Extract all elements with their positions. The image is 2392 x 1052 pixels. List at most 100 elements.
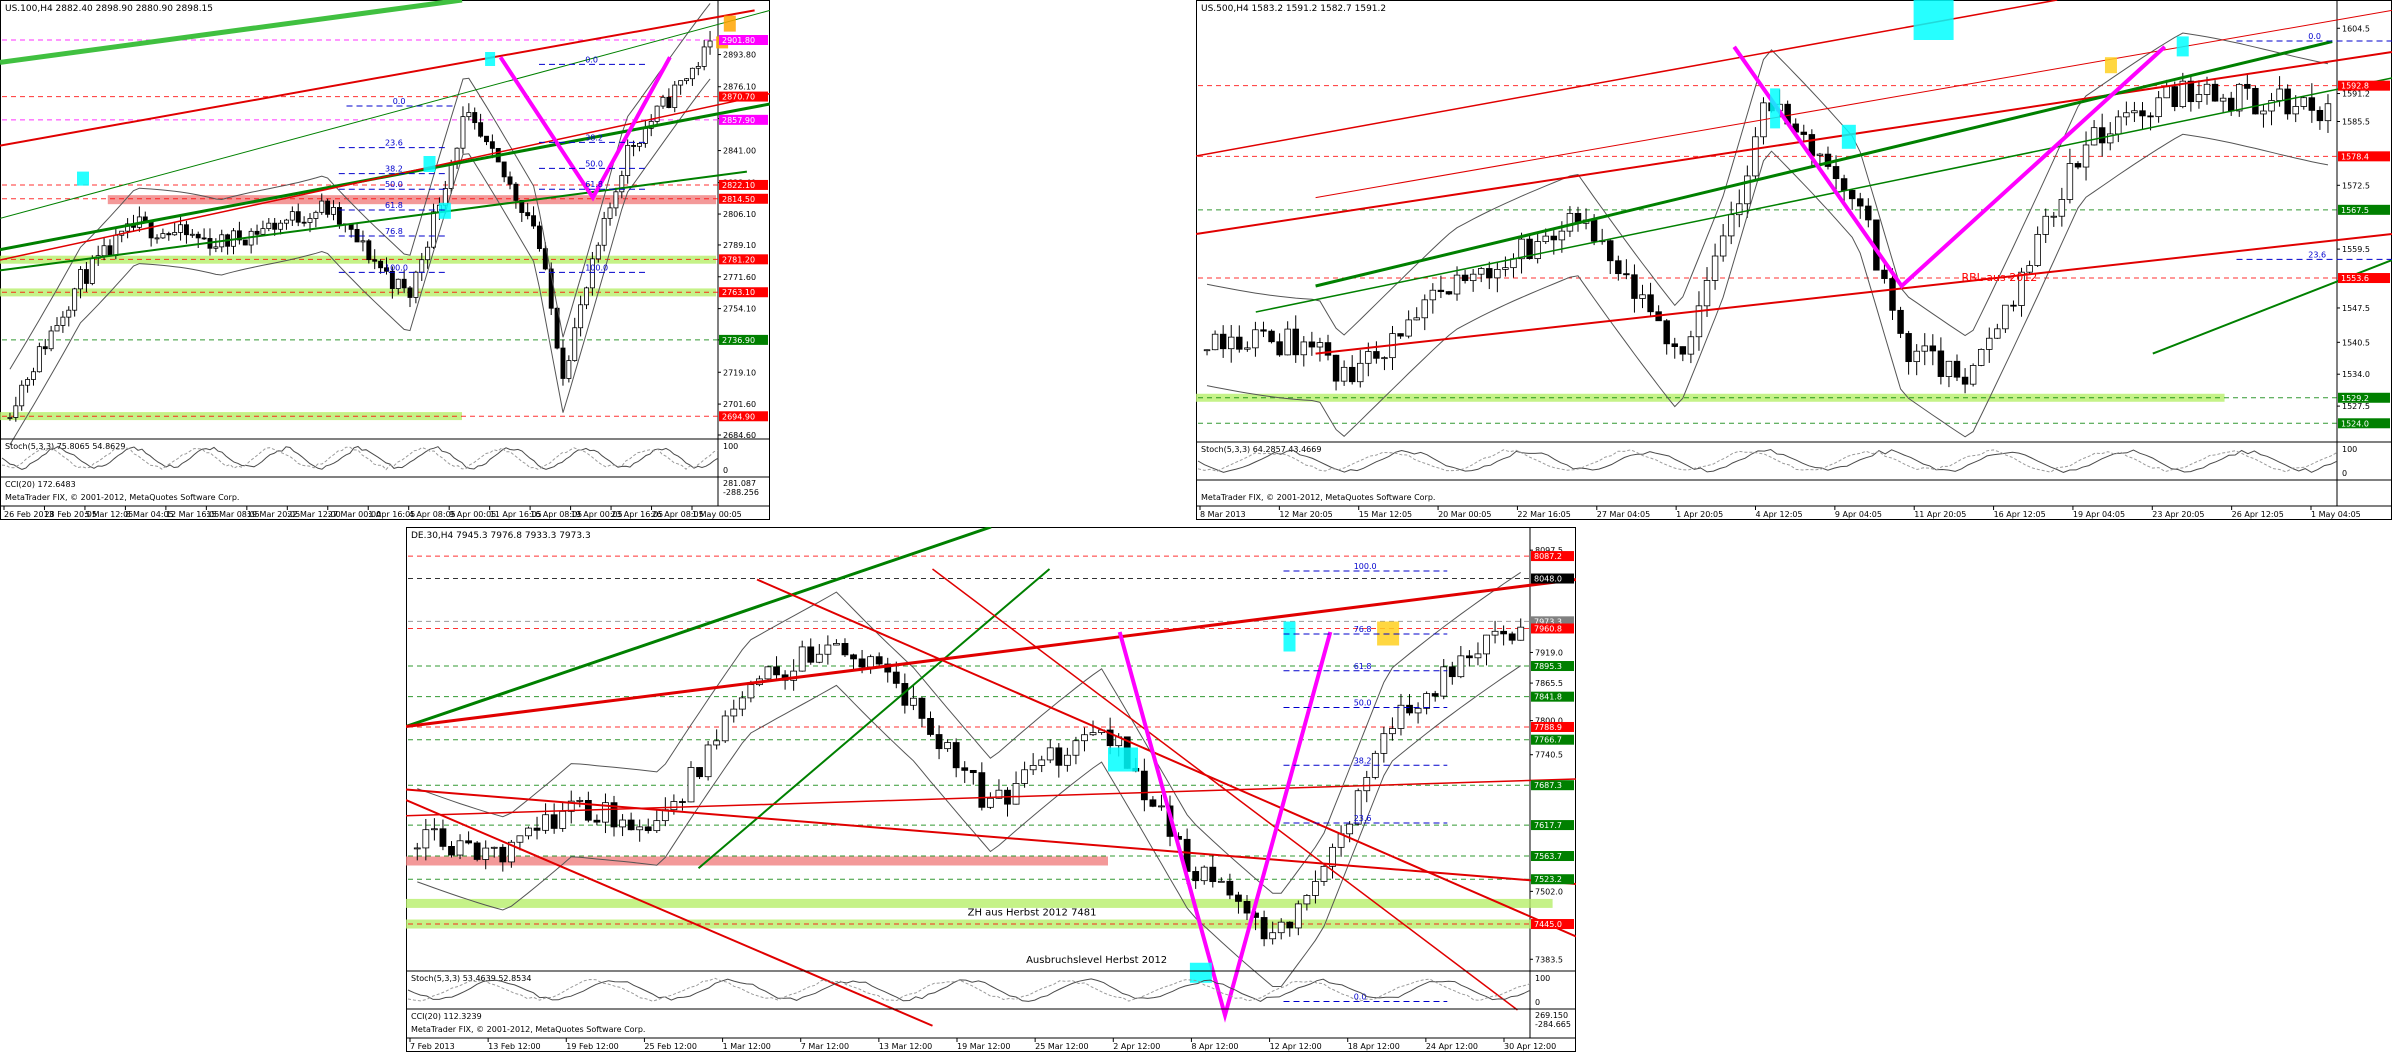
candle-body [1055,747,1063,766]
candle-body [236,230,242,241]
bollinger-band-line [417,665,1521,987]
stoch-line [1,446,719,471]
price-tag [1531,691,1574,702]
candle-body [413,271,419,298]
de30-chart-svg[interactable]: DE.30,H4 7945.3 7976.8 7933.3 7973.3 100.… [406,527,1576,1052]
stoch-label: Stoch(5,3,3) 53.4639 52.8534 [411,974,531,983]
candle-body [313,211,319,219]
x-tick-label: 8 Mar 2013 [1200,510,1246,519]
candle-body [2227,97,2235,112]
candle-body [78,269,84,290]
candle-body [642,128,648,144]
candle-body [1303,895,1311,905]
stoch-tick-label: 100 [723,442,738,451]
candle-body [986,797,994,808]
stoch-tick-label: 100 [1535,974,1550,983]
us500-chart[interactable]: US.500,H4 1583.2 1591.2 1582.7 1591.2 0.0… [1196,0,2392,520]
x-tick-label: 22 Mar 16:05 [1517,510,1570,519]
price-tag [719,35,768,46]
candle-body [301,221,307,224]
candle-body [607,207,613,219]
candle-body [1466,655,1473,659]
candle-body [666,96,672,108]
candle-body [1332,354,1340,382]
de30-chart[interactable]: DE.30,H4 7945.3 7976.8 7933.3 7973.3 100.… [406,527,1576,1052]
copyright-label: MetaTrader FIX, © 2001-2012, MetaQuotes … [411,1025,645,1034]
us500-chart-svg[interactable]: US.500,H4 1583.2 1591.2 1582.7 1591.2 0.0… [1196,0,2392,520]
chart-annotation: RBL aus 2012 [1961,271,2037,284]
candle-body [489,141,495,149]
candle-body [1243,901,1251,914]
candle-body [2050,215,2058,218]
trend-line [406,788,1576,885]
bollinger-band-line [1206,133,2329,438]
candle-body [1469,273,1477,282]
y-tick-label: 2701.60 [723,400,756,409]
y-tick-label: 1527.5 [2342,402,2370,411]
us100-chart-svg[interactable]: US.100,H4 2882.40 2898.90 2880.90 2898.1… [0,0,770,520]
candle-body [295,211,301,223]
candle-body [969,769,977,774]
candle-body [1526,238,1533,260]
candle-body [1211,333,1219,351]
support-zone [406,898,1553,908]
bollinger-band-line [9,78,711,445]
x-tick-label: 23 Apr 20:05 [2152,510,2204,519]
y-tick-label: 2893.80 [723,51,756,60]
candle-body [1542,235,1549,242]
candle-body [1897,309,1904,334]
candle-body [2284,88,2291,115]
price-tag [719,193,768,204]
fib-label: 38.2 [1354,756,1372,765]
candle-body [1063,754,1071,766]
candle-body [213,246,219,249]
candle-body [550,814,558,829]
x-tick-label: 8 Apr 12:00 [1191,1042,1238,1051]
candle-body [610,802,618,828]
highlight-box [423,156,436,172]
candle-body [1590,219,1598,242]
candle-body [178,224,184,233]
chart-header: DE.30,H4 7945.3 7976.8 7933.3 7973.3 [411,531,591,541]
fib-label: 61.8 [1354,662,1372,671]
price-tag [1531,919,1574,930]
candle-body [1663,320,1670,345]
x-tick-label: 20 Mar 00:05 [1438,510,1491,519]
candle-body [1736,203,1743,216]
candle-body [525,827,532,837]
candle-body [1977,348,1985,366]
candle-body [567,800,575,812]
cci-tick-label: -284.665 [1535,1020,1571,1029]
candle-body [1089,732,1097,736]
price-tag-label: 7973.3 [1534,617,1562,626]
price-tag [1531,623,1574,634]
candle-body [2018,271,2025,306]
price-tag [1531,874,1574,885]
candle-body [1269,932,1277,940]
candle-body [533,827,541,831]
support-zone [0,255,717,264]
x-tick-label: 1 Apr 20:05 [1676,510,1723,519]
price-tag-label: 2822.10 [722,181,755,190]
highlight-box [2104,57,2117,74]
us100-chart[interactable]: US.100,H4 2882.40 2898.90 2880.90 2898.1… [0,0,770,520]
candle-body [2074,163,2082,168]
fib-label: 0.0 [585,55,598,64]
candle-body [1840,178,1848,191]
y-tick-label: 2771.60 [723,273,756,282]
x-tick-label: 13 Mar 12:00 [879,1042,932,1051]
candle-body [1832,166,1840,180]
y-tick-label: 2841.00 [723,147,756,156]
x-tick-label: 19 Feb 12:00 [566,1042,618,1051]
price-tag-label: 7445.0 [1534,920,1562,929]
candle-body [790,670,798,681]
candle-body [160,233,166,239]
candle-body [473,842,481,860]
candle-body [2098,127,2106,144]
stoch-label: Stoch(5,3,3) 64.2857 43.4669 [1201,445,1321,454]
x-tick-label: 8 Mar 04:05 [125,510,173,519]
candle-body [807,646,815,663]
x-tick-label: 26 Feb 2013 [4,510,54,519]
x-tick-label: 22 Mar 12:00 [287,510,340,519]
candle-body [2082,144,2090,168]
